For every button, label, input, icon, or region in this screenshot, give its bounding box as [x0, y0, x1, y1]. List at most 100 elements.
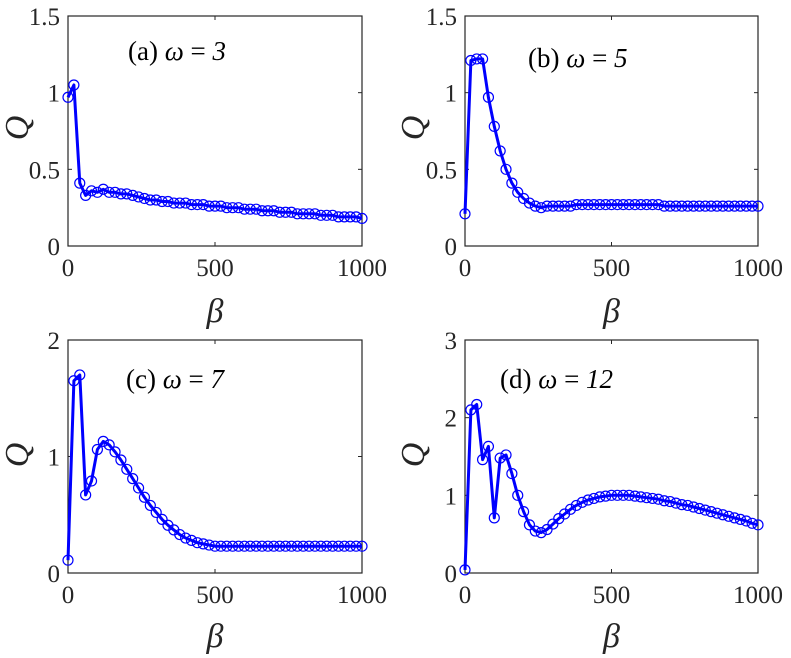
data-point — [97, 435, 109, 447]
panel-annotation: (b) ω = 5 — [528, 43, 628, 73]
data-point — [121, 463, 133, 475]
data-point — [297, 208, 309, 220]
data-point — [221, 540, 233, 552]
data-point — [68, 375, 80, 387]
x-tick-label: 0 — [459, 582, 472, 609]
data-point — [215, 200, 227, 212]
data-point — [344, 540, 356, 552]
data-point — [734, 200, 747, 212]
data-point — [699, 504, 711, 516]
data-point — [600, 199, 612, 211]
data-point — [734, 513, 747, 526]
data-point — [746, 517, 758, 529]
data-point — [68, 79, 80, 91]
chart-panel-3: 0 500 1000 0 1 2 β Q (c) ω = 7 — [0, 328, 387, 655]
data-point — [285, 206, 298, 218]
data-point — [617, 199, 629, 211]
data-point — [138, 192, 151, 205]
data-point — [85, 475, 98, 487]
data-point — [482, 91, 495, 103]
panel-annotation: (d) ω = 12 — [500, 364, 613, 394]
data-point — [670, 497, 682, 509]
data-point — [564, 200, 577, 212]
data-point — [494, 145, 506, 157]
data-point — [132, 191, 145, 203]
data-point — [476, 454, 489, 466]
data-point — [740, 200, 752, 212]
panel-annotation: (a) ω = 3 — [128, 36, 226, 66]
data-point — [97, 183, 109, 195]
data-point — [687, 501, 700, 513]
data-point — [529, 200, 541, 212]
data-point — [91, 443, 104, 456]
data-point — [641, 199, 653, 211]
data-point — [553, 200, 565, 212]
data-point — [605, 489, 618, 501]
data-point — [256, 540, 268, 552]
x-tick-label: 500 — [196, 582, 234, 609]
data-point — [646, 492, 659, 505]
y-tick-label: 1 — [48, 81, 61, 108]
data-point — [315, 540, 327, 552]
data-point — [652, 493, 664, 505]
data-point — [127, 189, 139, 201]
chart-panel-4: 0 500 1000 0 1 2 3 β Q (d) ω = 12 — [395, 328, 783, 655]
y-tick-label: 0 — [445, 561, 458, 588]
data-point — [279, 206, 292, 218]
data-point — [144, 194, 156, 206]
y-tick-label: 0 — [445, 234, 458, 261]
data-point — [256, 205, 268, 217]
data-point — [185, 199, 198, 211]
data-point — [740, 515, 752, 527]
data-point — [529, 525, 541, 537]
data-point — [250, 203, 262, 215]
data-point — [85, 185, 98, 197]
x-tick-label: 0 — [62, 255, 75, 282]
data-point — [338, 211, 350, 223]
data-point — [717, 509, 729, 521]
data-point — [227, 540, 239, 552]
data-point — [162, 195, 174, 208]
data-point — [635, 199, 647, 211]
y-tick-label: 1 — [48, 445, 61, 472]
data-point — [232, 540, 245, 552]
data-point — [512, 186, 524, 198]
y-axis-label: Q — [0, 116, 36, 141]
data-point — [523, 519, 536, 531]
data-point — [344, 211, 356, 223]
y-tick-label: 3 — [445, 328, 458, 355]
data-point — [705, 200, 717, 212]
data-point — [723, 510, 735, 522]
data-point — [676, 499, 688, 511]
data-point — [752, 200, 764, 212]
data-point — [209, 200, 221, 212]
data-point — [717, 200, 729, 212]
data-point — [150, 194, 162, 206]
data-point — [191, 199, 203, 211]
data-point — [203, 539, 215, 551]
y-tick-label: 0.5 — [29, 157, 60, 184]
data-point — [588, 199, 600, 211]
data-point — [617, 489, 629, 501]
data-point — [564, 503, 577, 515]
x-tick-label: 1000 — [733, 255, 783, 282]
data-point — [262, 540, 274, 552]
data-point — [752, 519, 764, 531]
y-axis-label: Q — [0, 443, 36, 468]
y-axis-label: Q — [395, 116, 432, 141]
data-point — [693, 200, 706, 212]
data-point — [711, 200, 723, 212]
data-point — [582, 199, 594, 211]
data-point — [541, 200, 553, 212]
data-point — [687, 200, 700, 212]
data-point — [588, 492, 600, 505]
data-point — [156, 195, 168, 208]
data-point — [693, 502, 706, 515]
data-point — [476, 53, 489, 65]
x-tick-label: 0 — [459, 255, 472, 282]
x-axis-label: β — [206, 293, 224, 330]
data-point — [132, 482, 145, 494]
data-point — [121, 188, 133, 200]
data-point — [547, 200, 559, 212]
data-point — [268, 540, 280, 552]
